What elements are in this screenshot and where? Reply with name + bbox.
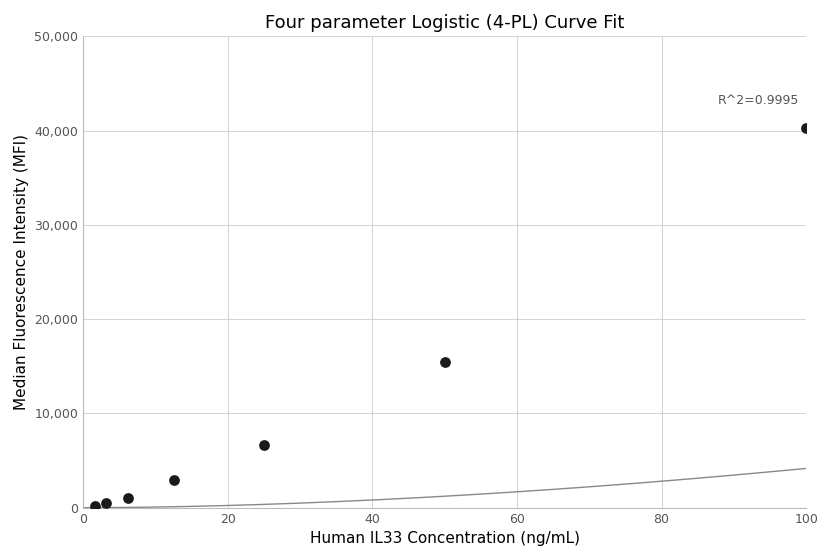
Title: Four parameter Logistic (4-PL) Curve Fit: Four parameter Logistic (4-PL) Curve Fit	[265, 14, 625, 32]
Text: R^2=0.9995: R^2=0.9995	[717, 94, 799, 107]
X-axis label: Human IL33 Concentration (ng/mL): Human IL33 Concentration (ng/mL)	[310, 531, 580, 546]
Point	[800, 123, 813, 132]
Point	[438, 358, 452, 367]
Point	[88, 501, 102, 510]
Point	[121, 494, 135, 503]
Point	[167, 476, 181, 485]
Y-axis label: Median Fluorescence Intensity (MFI): Median Fluorescence Intensity (MFI)	[14, 134, 29, 410]
Point	[257, 441, 270, 450]
Point	[99, 499, 112, 508]
